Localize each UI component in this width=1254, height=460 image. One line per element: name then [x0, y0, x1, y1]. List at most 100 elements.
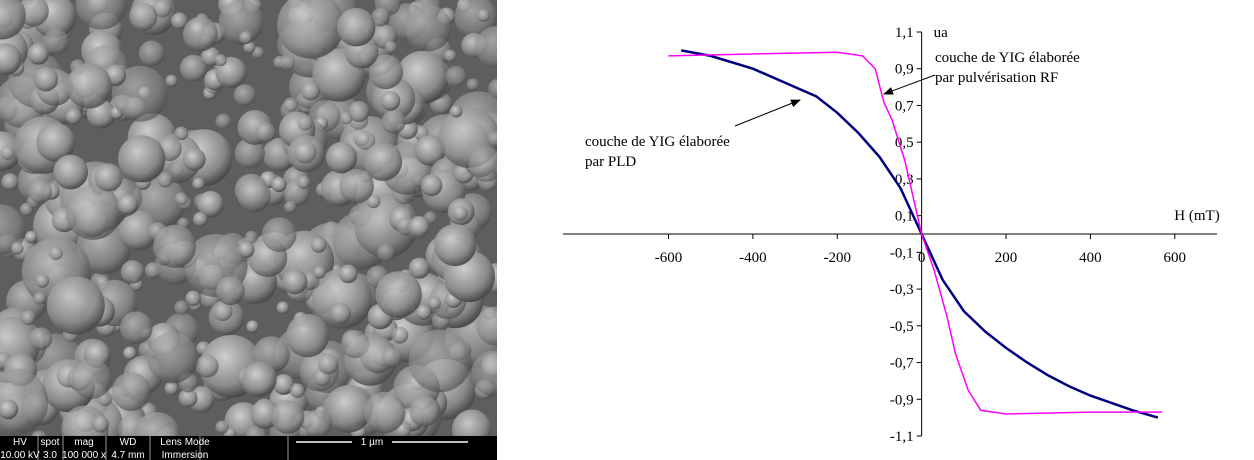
grain — [452, 409, 492, 436]
grain — [466, 78, 480, 91]
grain — [375, 271, 422, 318]
grain — [239, 31, 253, 45]
scale-bar-gap — [352, 436, 392, 447]
grain — [408, 257, 430, 279]
x-tick-label: -600 — [655, 250, 683, 266]
grain — [94, 163, 123, 192]
annotation-arrow — [734, 99, 801, 127]
x-axis-label: H (mT) — [1174, 208, 1219, 224]
footer-label: mag — [74, 437, 93, 448]
grain — [381, 346, 403, 368]
annotation: couche de YIG élaborée — [585, 134, 730, 150]
footer-label: Lens Mode — [160, 437, 210, 448]
grain — [129, 2, 158, 31]
grain — [313, 265, 326, 279]
grain — [118, 210, 159, 251]
grain — [178, 388, 198, 408]
annotation: par pulvérisation RF — [935, 70, 1058, 86]
annotation: par PLD — [585, 154, 636, 170]
grain — [35, 274, 50, 288]
grain — [325, 141, 358, 174]
grain — [65, 108, 82, 125]
y-tick-label: -0,3 — [890, 282, 914, 298]
grain — [475, 25, 497, 69]
grain — [452, 205, 468, 221]
grain — [174, 300, 189, 315]
annotation: couche de YIG élaborée — [935, 50, 1080, 66]
grain — [311, 268, 373, 329]
sem-grains — [0, 0, 497, 436]
grain — [111, 65, 168, 122]
grain — [381, 109, 406, 134]
grain — [174, 126, 189, 141]
grain — [237, 178, 271, 213]
grain — [33, 292, 46, 305]
y-tick-label: 0,5 — [895, 135, 914, 151]
footer-value: 3.0 — [43, 450, 57, 460]
x-tick-label: 0 — [918, 250, 926, 266]
grain — [420, 174, 443, 197]
grain — [255, 122, 276, 143]
grain — [279, 55, 296, 71]
grain — [339, 111, 353, 125]
grain — [285, 314, 330, 358]
grain — [283, 97, 299, 112]
grain — [476, 306, 497, 346]
grain — [445, 65, 467, 87]
grain — [337, 8, 376, 47]
grain — [338, 264, 358, 284]
grain — [0, 0, 26, 40]
grain — [212, 301, 233, 322]
grain — [111, 372, 151, 412]
y-axis-label: ua — [934, 25, 949, 41]
grain — [297, 175, 311, 189]
grain — [53, 154, 89, 190]
grain — [234, 138, 265, 169]
grain — [92, 415, 110, 433]
grain — [33, 67, 59, 92]
grain — [233, 84, 256, 107]
grain — [282, 269, 308, 295]
grain — [366, 194, 381, 209]
grain — [277, 0, 345, 59]
grain — [0, 368, 49, 436]
grain — [17, 0, 49, 27]
grain — [71, 359, 112, 400]
grain — [185, 290, 201, 307]
grain — [297, 115, 313, 131]
y-tick-label: 0,7 — [895, 98, 914, 114]
grain — [273, 374, 295, 395]
x-tick-label: 600 — [1164, 250, 1187, 266]
grain — [195, 354, 219, 378]
y-tick-label: -0,5 — [890, 319, 914, 335]
sem-footer — [0, 436, 497, 460]
grain — [244, 230, 258, 244]
grain — [118, 135, 166, 183]
grain — [179, 54, 208, 82]
grain — [36, 122, 76, 162]
grain — [261, 217, 297, 252]
grain — [428, 296, 441, 310]
y-tick-label: -0,7 — [890, 356, 914, 372]
grain — [65, 184, 121, 240]
grain — [66, 63, 112, 109]
grain — [25, 230, 38, 244]
grain — [133, 412, 181, 436]
grain — [0, 399, 19, 420]
footer-value: 4.7 mm — [111, 450, 144, 460]
grain — [10, 241, 24, 255]
grain — [182, 147, 206, 171]
chart: -600 -400 -200 0 200 400 6001,10,90,70,50,30,1… — [563, 25, 1220, 445]
y-tick-label: -0,1 — [890, 245, 914, 261]
grain — [434, 223, 477, 267]
grain — [216, 276, 245, 306]
series-line — [680, 49, 1159, 419]
scale-bar-label: 1 µm — [361, 437, 383, 448]
y-tick-label: -0,9 — [890, 392, 914, 408]
grain — [29, 327, 53, 351]
grain — [27, 43, 50, 65]
grain — [300, 81, 320, 101]
grain — [157, 172, 173, 188]
grain — [245, 425, 267, 436]
grain — [21, 310, 36, 326]
